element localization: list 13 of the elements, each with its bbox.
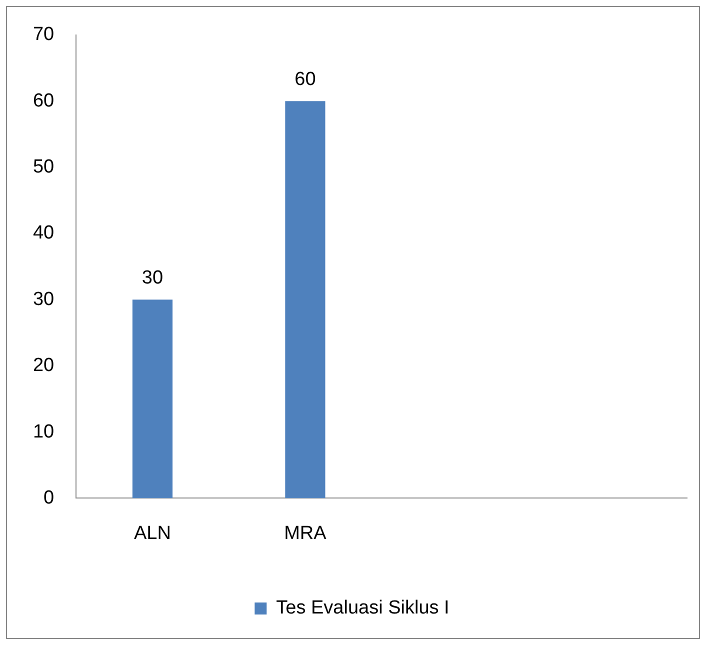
y-tick-label: 10 xyxy=(32,421,54,442)
y-tick-label: 50 xyxy=(32,156,54,178)
x-tick-label: ALN xyxy=(134,522,171,544)
y-tick-label: 0 xyxy=(44,487,54,508)
y-tick-label: 40 xyxy=(32,222,54,244)
y-tick-label: 30 xyxy=(32,288,54,310)
y-tick-label: 70 xyxy=(32,24,54,46)
y-tick-label: 20 xyxy=(32,355,54,376)
data-label: 60 xyxy=(294,68,316,90)
data-label: 30 xyxy=(142,267,164,288)
legend-label: Tes Evaluasi Siklus I xyxy=(276,598,450,619)
x-tick-label: MRA xyxy=(284,522,327,544)
y-tick-label: 60 xyxy=(32,90,54,112)
